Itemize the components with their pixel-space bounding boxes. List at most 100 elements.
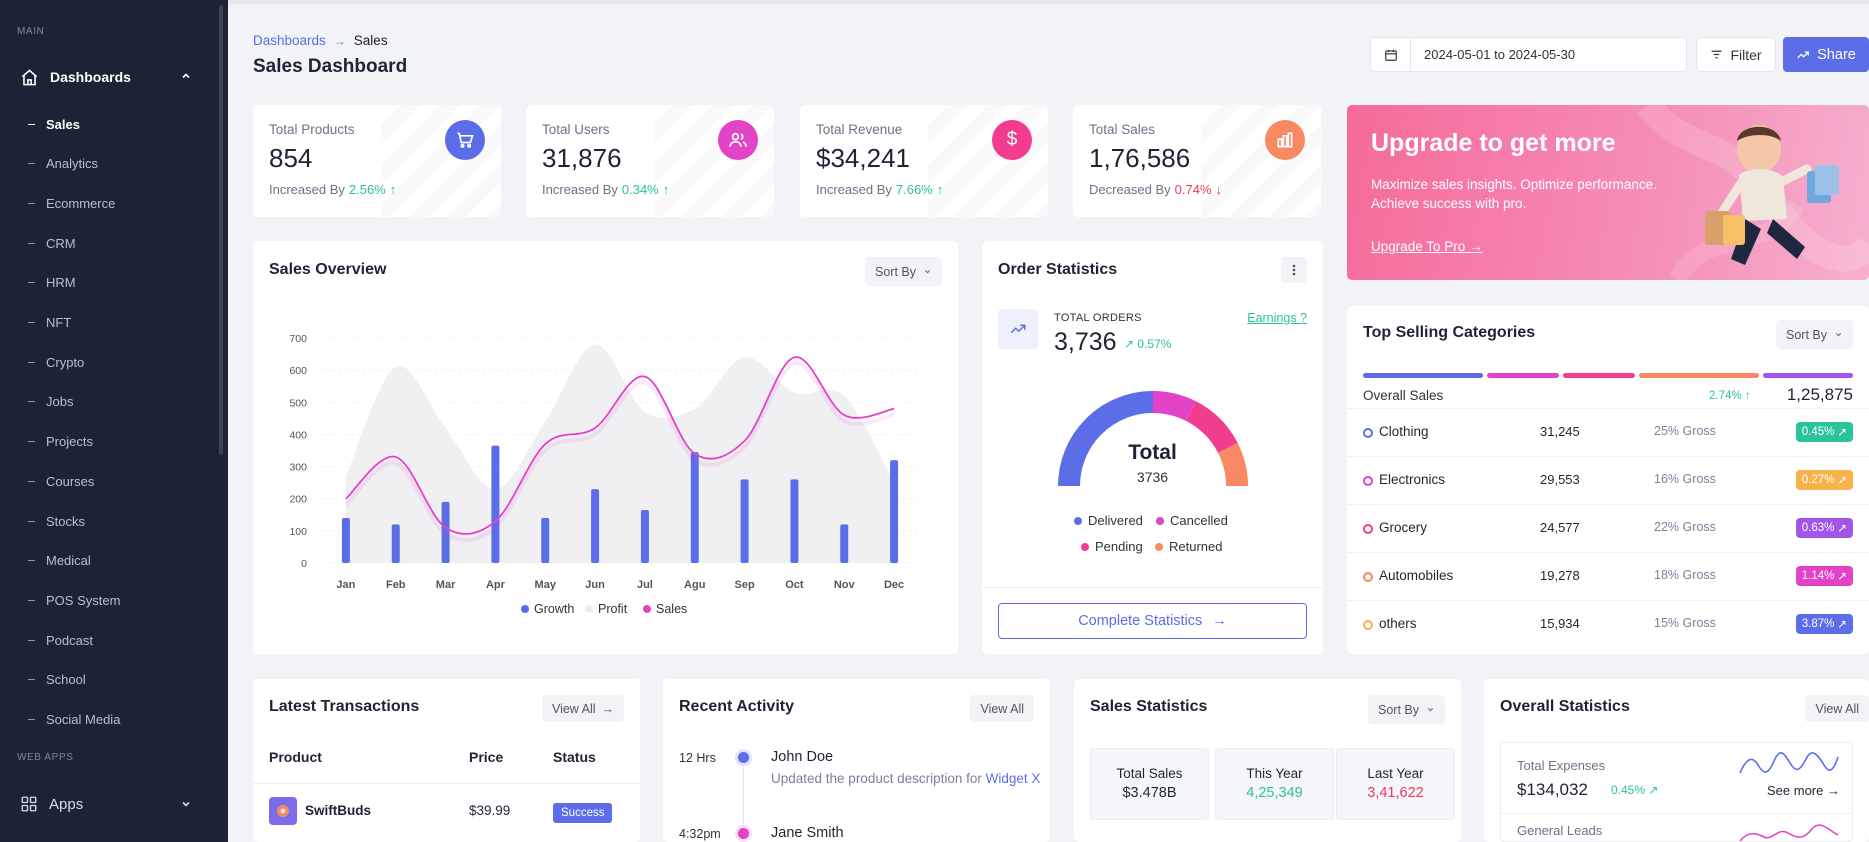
date-range-picker[interactable]: 2024-05-01 to 2024-05-30 <box>1370 37 1687 72</box>
sidebar-item-label: Apps <box>49 795 84 813</box>
sidebar-item-analytics[interactable]: Analytics <box>0 150 222 178</box>
sidebar-item-ecommerce[interactable]: Ecommerce <box>0 189 222 217</box>
view-all-button[interactable]: View All → <box>541 695 624 722</box>
kpi-value: 31,876 <box>542 143 622 173</box>
date-range-value: 2024-05-01 to 2024-05-30 <box>1424 47 1576 62</box>
sidebar-item-label: Ecommerce <box>46 195 116 211</box>
category-value: 31,245 <box>1540 424 1580 439</box>
card-title: Sales Statistics <box>1090 698 1208 715</box>
category-value: 19,278 <box>1540 568 1580 583</box>
x-tick-label: Apr <box>486 579 506 591</box>
x-tick-label: Dec <box>884 579 904 591</box>
sidebar-item-label: Medical <box>46 553 91 569</box>
sidebar-item-pos-system[interactable]: POS System <box>0 586 222 614</box>
sidebar-item-crm[interactable]: CRM <box>0 229 222 257</box>
breadcrumb-link-dashboards[interactable]: Dashboards <box>253 33 326 48</box>
x-tick-label: Feb <box>386 579 406 591</box>
activity-link[interactable]: Widget X <box>985 771 1041 786</box>
trend-icon: ↗ <box>1837 475 1847 487</box>
category-gross: 25% Gross <box>1654 424 1716 438</box>
sidebar-item-podcast[interactable]: Podcast <box>0 626 222 654</box>
promo-title: Upgrade to get more <box>1371 129 1616 157</box>
sidebar-item-dashboards[interactable]: Dashboards <box>0 62 222 92</box>
legend-dot-sales <box>643 605 651 613</box>
sidebar-item-social-media[interactable]: Social Media <box>0 706 222 734</box>
column-header-status: Status <box>553 749 596 765</box>
bar-chart-icon <box>1265 120 1305 160</box>
view-all-button[interactable]: View All <box>970 695 1034 722</box>
dollar-icon: $ <box>992 120 1032 160</box>
sidebar-item-nft[interactable]: NFT <box>0 309 222 337</box>
sort-by-label: Sort By <box>1786 327 1827 342</box>
category-share-bar-others <box>1763 373 1853 378</box>
x-tick-label: Nov <box>834 579 856 591</box>
view-all-button[interactable]: View All <box>1805 695 1869 722</box>
category-ring-icon <box>1363 476 1373 486</box>
category-share-bar-electronics <box>1487 373 1559 378</box>
kpi-pct: 2.56% <box>348 182 386 197</box>
filter-button[interactable]: Filter <box>1696 37 1776 72</box>
badge-value: 0.45% <box>1801 426 1835 438</box>
breadcrumb-arrow-icon: → <box>333 33 346 48</box>
category-share-bar-grocery <box>1563 373 1635 378</box>
card-title: Latest Transactions <box>269 698 420 715</box>
earnings-link[interactable]: Earnings ? <box>1247 311 1307 325</box>
overall-sales-total: 1,25,875 <box>1786 385 1853 404</box>
kpi-value: $34,241 <box>816 143 910 173</box>
more-options-button[interactable] <box>1281 257 1307 283</box>
product-name[interactable]: SwiftBuds <box>305 803 371 818</box>
category-value: 15,934 <box>1540 616 1580 631</box>
sidebar-item-school[interactable]: School <box>0 666 222 694</box>
sidebar-item-label: Social Media <box>46 712 121 727</box>
upgrade-to-pro-link[interactable]: Upgrade To Pro → <box>1371 239 1483 254</box>
filter-label: Filter <box>1730 46 1762 63</box>
sidebar-item-sales[interactable]: Sales <box>0 110 222 138</box>
promo-description: Maximize sales insights. Optimize perfor… <box>1371 177 1657 211</box>
see-more-link[interactable]: See more → <box>1767 783 1840 798</box>
y-tick-label: 400 <box>289 429 307 441</box>
expenses-panel: Total Expenses $134,032 0.45% ↗ See more… <box>1500 742 1853 842</box>
sidebar-item-medical[interactable]: Medical <box>0 547 222 575</box>
sidebar-scrollbar[interactable] <box>219 5 223 455</box>
leads-sparkline <box>1739 824 1839 841</box>
sidebar-item-apps[interactable]: Apps <box>0 790 222 818</box>
complete-statistics-button[interactable]: Complete Statistics → <box>998 603 1307 639</box>
bar-growth-dec <box>890 460 899 563</box>
column-header-price: Price <box>469 749 504 765</box>
sort-by-dropdown[interactable]: Sort By <box>865 257 942 286</box>
sales-overview-card: Sales Overview Sort By 0 100 200 300 400 500 6… <box>253 241 958 654</box>
recent-activity-card: Recent Activity View All 12 Hrs John Doe… <box>663 679 1050 842</box>
sidebar-item-crypto[interactable]: Crypto <box>0 348 222 376</box>
y-tick-label: 0 <box>301 558 307 570</box>
sidebar-item-hrm[interactable]: HRM <box>0 269 222 297</box>
x-tick-label: Jul <box>637 579 653 591</box>
category-share-bar-automobiles <box>1639 373 1759 378</box>
category-name: others <box>1379 616 1417 631</box>
gauge-value: 3736 <box>1136 469 1169 485</box>
timeline-dot <box>738 752 749 763</box>
category-pct-badge: 0.45% ↗ <box>1795 422 1853 442</box>
share-button[interactable]: Share <box>1783 37 1869 72</box>
sort-by-dropdown[interactable]: Sort By <box>1368 695 1445 724</box>
total-orders-value: 3,736 <box>1054 328 1117 356</box>
kpi-card-total-sales: Total Sales 1,76,586 Decreased By 0.74% ↓ <box>1073 105 1321 217</box>
category-row-grocery: Grocery 24,577 22% Gross 0.63% ↗ <box>1347 504 1869 552</box>
stat-box-total-sales: Total Sales $3.478B <box>1090 748 1209 820</box>
sidebar-item-label: NFT <box>46 315 72 330</box>
sidebar-item-courses[interactable]: Courses <box>0 467 222 495</box>
cart-icon <box>445 120 485 160</box>
category-gross: 18% Gross <box>1654 568 1716 582</box>
sidebar-item-projects[interactable]: Projects <box>0 428 222 456</box>
calendar-icon <box>1371 38 1411 71</box>
page-title: Sales Dashboard <box>253 56 408 77</box>
activity-time: 12 Hrs <box>679 751 716 765</box>
kpi-title: Total Sales <box>1089 122 1156 137</box>
category-pct-badge: 1.14% ↗ <box>1795 566 1853 586</box>
bar-growth-apr <box>491 445 500 563</box>
kpi-title: Total Revenue <box>816 122 903 137</box>
sidebar-item-jobs[interactable]: Jobs <box>0 388 222 416</box>
series-sales-line <box>345 356 895 535</box>
sidebar-item-stocks[interactable]: Stocks <box>0 507 222 535</box>
view-all-label: View All <box>1815 701 1859 716</box>
sort-by-dropdown[interactable]: Sort By <box>1776 320 1853 349</box>
